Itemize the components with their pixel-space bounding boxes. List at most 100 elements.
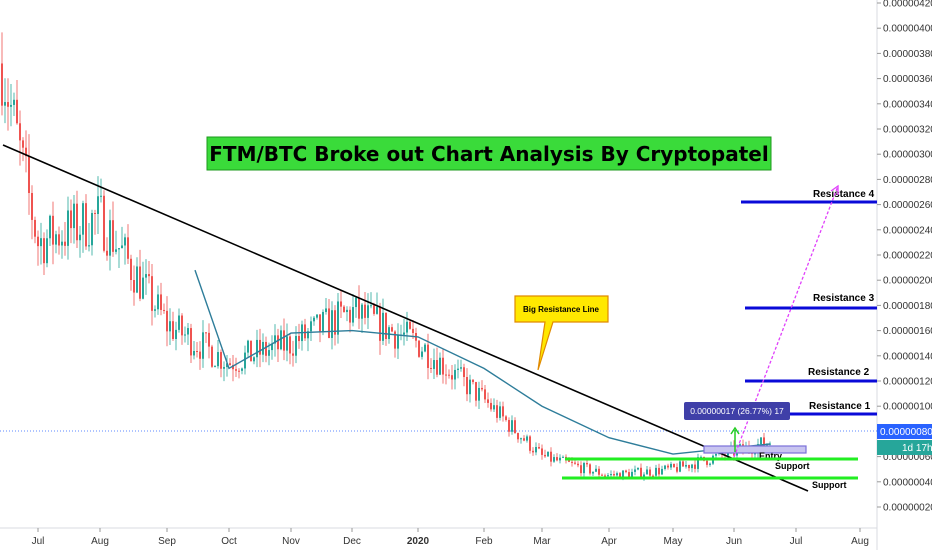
candle-body xyxy=(163,309,165,311)
candle-body xyxy=(439,357,441,375)
candle-body xyxy=(418,340,420,357)
x-tick-label: Aug xyxy=(91,536,109,547)
candle-body xyxy=(394,331,396,349)
candle-body xyxy=(172,321,174,340)
big-resistance-label: Big Resistance Line xyxy=(523,305,600,314)
candle-body xyxy=(688,464,690,469)
candle-body xyxy=(331,310,333,338)
candle-body xyxy=(529,436,531,451)
candle-body xyxy=(436,360,438,375)
candle-body xyxy=(283,330,285,351)
y-tick-label: 0.00000200 xyxy=(883,276,932,287)
candle-body xyxy=(634,469,636,472)
candle-body xyxy=(55,234,57,245)
x-tick-label: Feb xyxy=(475,536,493,547)
candle-body xyxy=(355,297,357,308)
candle-body xyxy=(538,447,540,449)
candle-body xyxy=(334,310,336,335)
resistance-4-label: Resistance 4 xyxy=(813,189,875,200)
y-tick-label: 0.00000060 xyxy=(883,452,932,463)
candle-body xyxy=(511,420,513,432)
candle-body xyxy=(646,469,648,475)
candle-body xyxy=(73,203,75,229)
candle-body xyxy=(760,437,762,445)
measure-tooltip: 0.00000017 (26.77%) 17 xyxy=(684,402,790,420)
candle-body xyxy=(295,335,297,356)
candle-body xyxy=(628,472,630,478)
candle-body xyxy=(259,339,261,355)
candle-body xyxy=(388,327,390,340)
candle-body xyxy=(340,301,342,307)
candle-body xyxy=(622,470,624,480)
candle-body xyxy=(367,305,369,318)
x-tick-label: Jul xyxy=(790,536,803,547)
candle-body xyxy=(268,350,270,356)
candle-body xyxy=(448,374,450,376)
candle-body xyxy=(115,249,117,252)
candle-body xyxy=(256,339,258,358)
candle-body xyxy=(64,241,66,246)
candle-body xyxy=(1,63,3,106)
candle-body xyxy=(214,366,216,368)
candle-body xyxy=(442,357,444,375)
resistance-levels: Resistance 4 Resistance 3 Resistance 2 R… xyxy=(741,189,877,416)
candle-body xyxy=(661,468,663,475)
breakout-arrow xyxy=(730,426,740,452)
x-tick-label: 2020 xyxy=(407,536,430,547)
candle-body xyxy=(649,469,651,476)
current-price-text: 0.00000080 xyxy=(880,427,932,438)
candle-body xyxy=(463,367,465,378)
candle-body xyxy=(763,437,765,446)
candle-body xyxy=(490,402,492,410)
chart-title: FTM/BTC Broke out Chart Analysis By Cryp… xyxy=(209,142,768,166)
candle-body xyxy=(499,406,501,418)
candle-body xyxy=(58,234,60,246)
resistance-trendline xyxy=(2,144,809,492)
candle-body xyxy=(640,467,642,478)
candle-body xyxy=(298,335,300,342)
candle-body xyxy=(595,468,597,472)
candle-body xyxy=(211,346,213,367)
y-tick-label: 0.00000400 xyxy=(883,24,932,35)
candle-body xyxy=(247,340,249,353)
y-tick-label: 0.00000120 xyxy=(883,377,932,388)
candle-body xyxy=(583,462,585,474)
candle-body xyxy=(673,463,675,468)
chart-title-box: FTM/BTC Broke out Chart Analysis By Cryp… xyxy=(206,136,772,171)
candle-body xyxy=(7,102,9,107)
candle-body xyxy=(625,470,627,473)
candle-body xyxy=(70,210,72,229)
y-tick-label: 0.00000420 xyxy=(883,0,932,10)
candle-body xyxy=(139,266,141,299)
candle-body xyxy=(100,195,102,197)
candle-body xyxy=(25,147,27,157)
candle-body xyxy=(61,241,63,246)
candle-body xyxy=(637,467,639,470)
candle-body xyxy=(94,213,96,215)
x-tick-label: Nov xyxy=(282,536,300,547)
candle-body xyxy=(118,248,120,250)
candle-body xyxy=(16,99,18,124)
candle-body xyxy=(220,352,222,369)
candle-body xyxy=(286,336,288,351)
candle-body xyxy=(421,351,423,357)
candle-body xyxy=(205,332,207,334)
candle-body xyxy=(514,420,516,434)
candle-body xyxy=(478,387,480,401)
candle-body xyxy=(136,266,138,293)
candle-body xyxy=(112,220,114,252)
candle-body xyxy=(601,474,603,476)
y-axis: 0.000000200.000000400.000000600.00000080… xyxy=(876,0,932,550)
candle-body xyxy=(472,379,474,383)
support-1-label: Support xyxy=(775,461,810,471)
y-tick-label: 0.00000340 xyxy=(883,99,932,110)
x-tick-label: Aug xyxy=(851,536,869,547)
y-tick-label: 0.00000020 xyxy=(883,503,932,514)
candle-body xyxy=(616,473,618,476)
candle-body xyxy=(433,360,435,369)
candle-body xyxy=(676,467,678,472)
candle-body xyxy=(376,306,378,314)
y-tick-label: 0.00000280 xyxy=(883,175,932,186)
candle-body xyxy=(385,312,387,340)
